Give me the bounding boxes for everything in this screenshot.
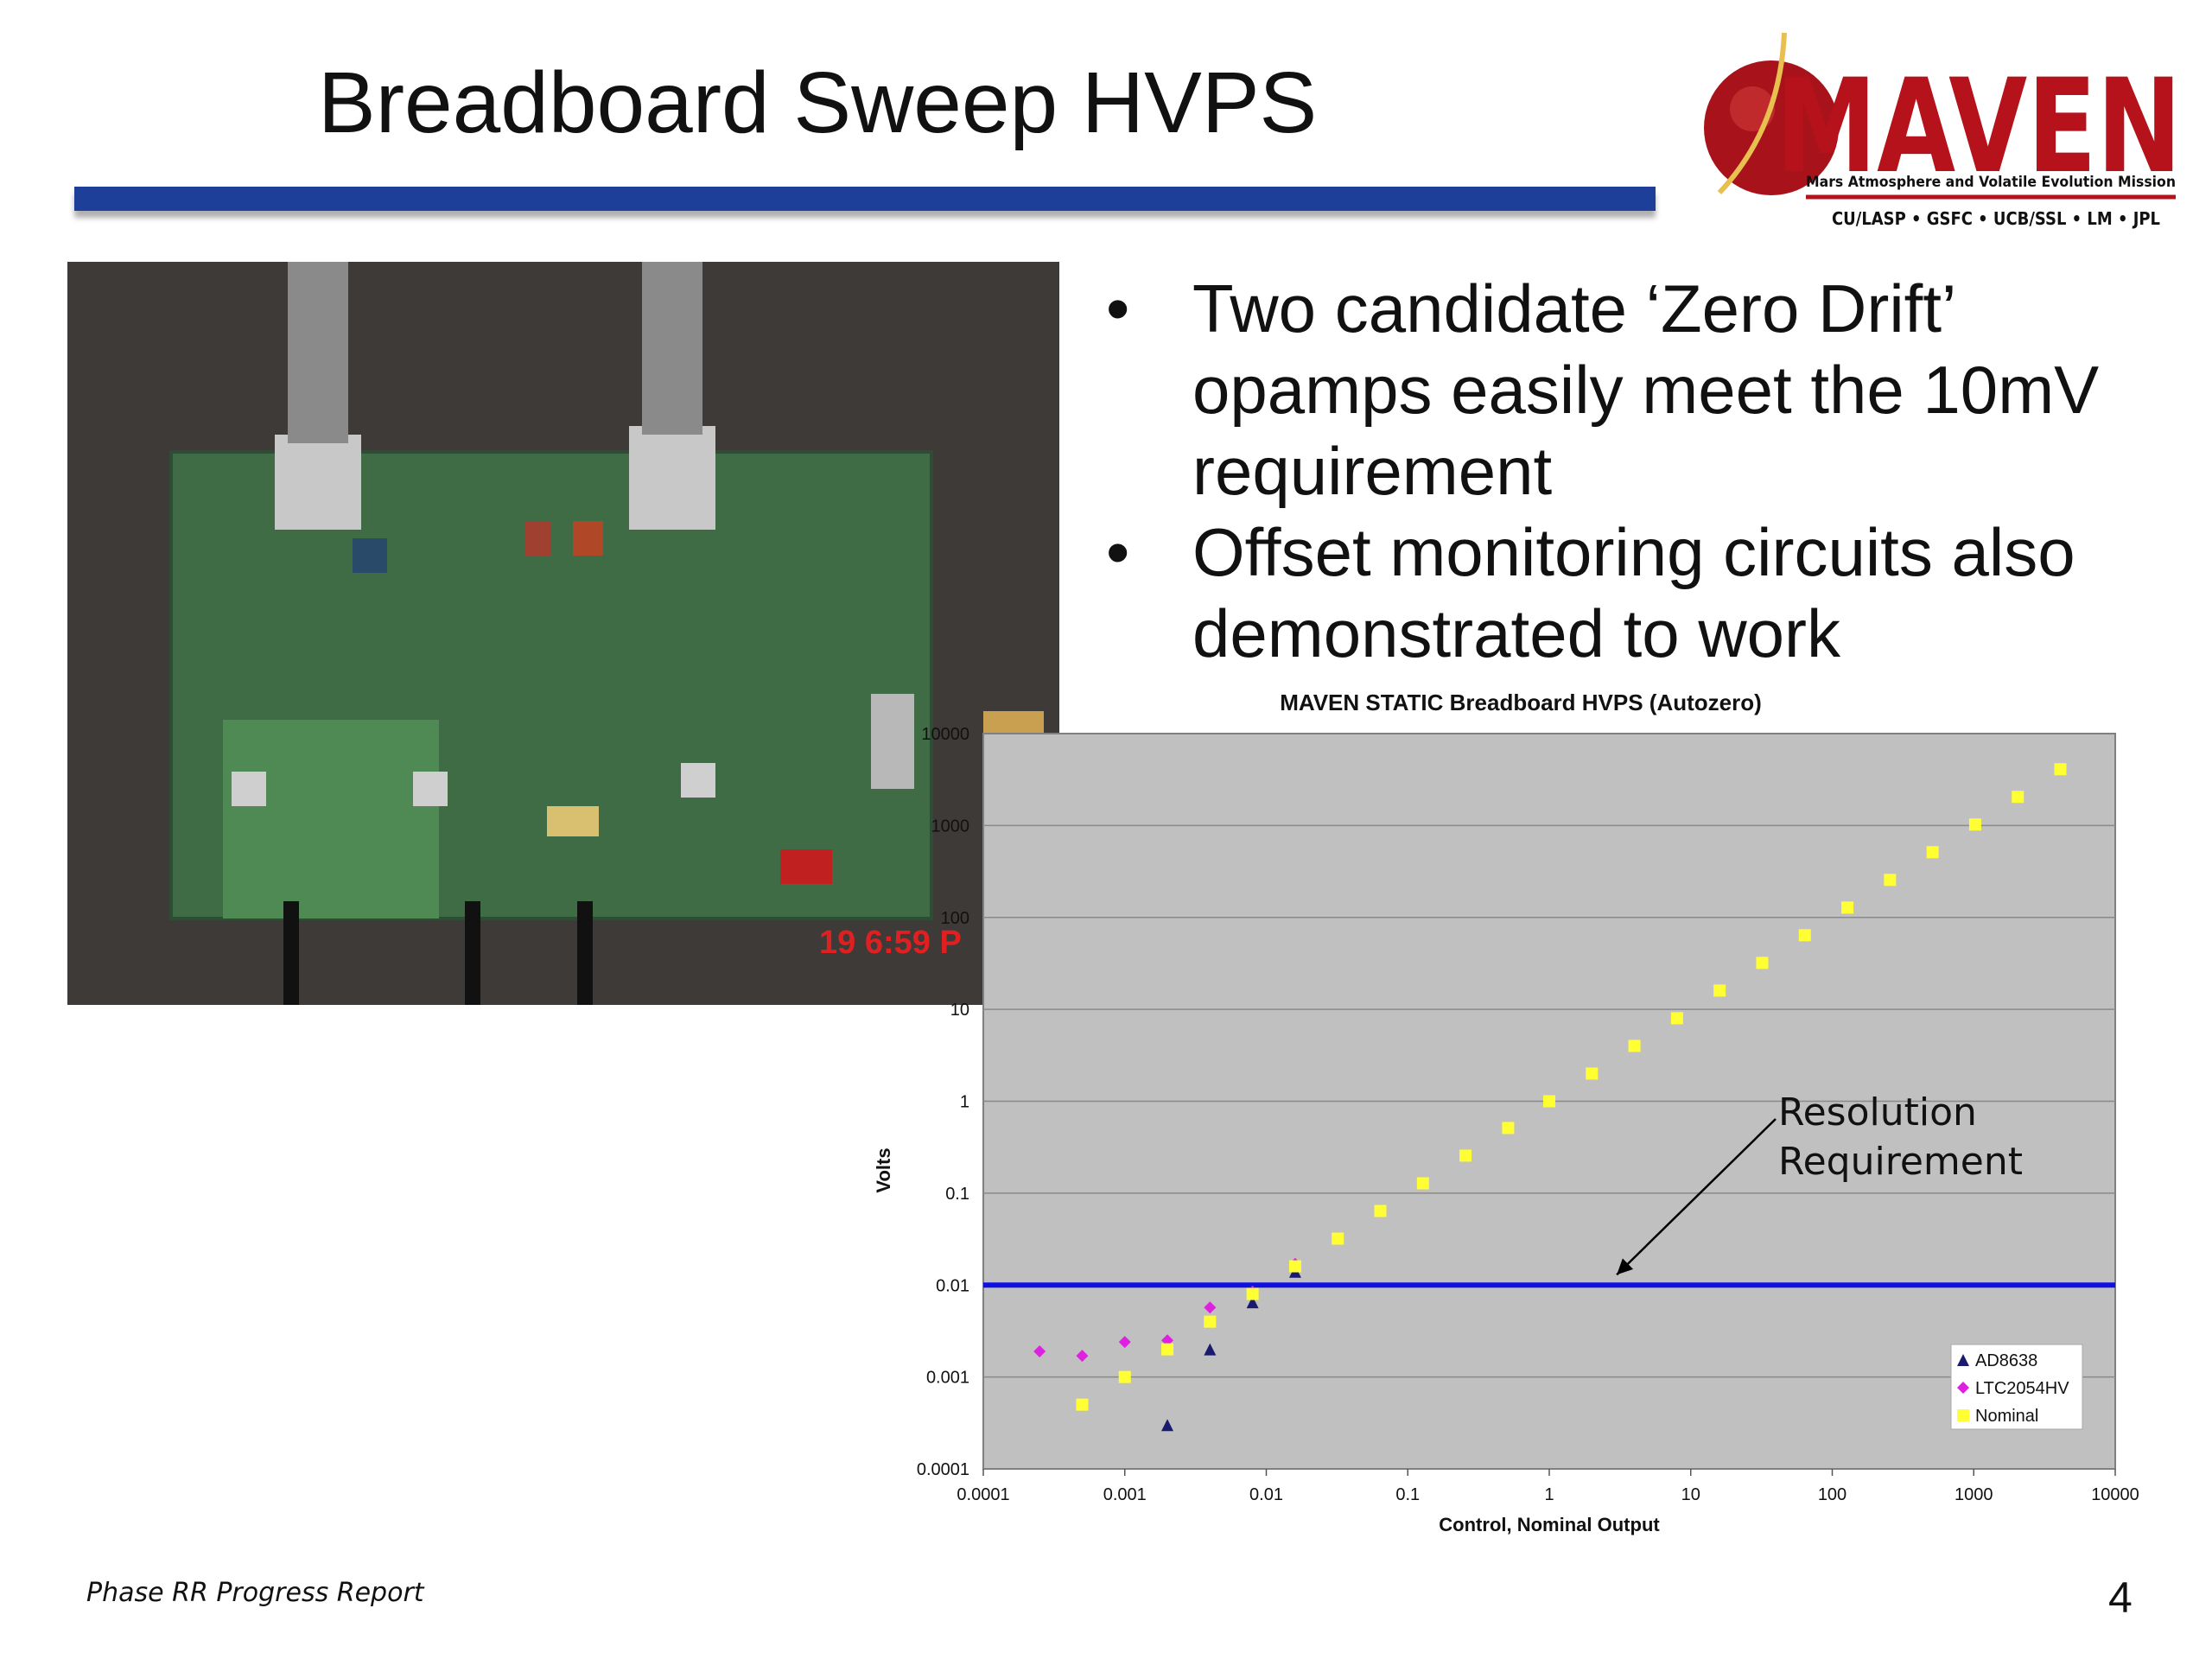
chart-title: MAVEN STATIC Breadboard HVPS (Autozero) xyxy=(1280,690,1762,715)
data-point-nominal xyxy=(1884,874,1897,887)
bullet-item: • Two candidate ‘Zero Drift’ opamps easi… xyxy=(1106,268,2195,512)
y-tick-label: 1000 xyxy=(931,817,970,836)
logo-name: MAVEN xyxy=(1776,52,2182,202)
y-axis-label: Volts xyxy=(873,1147,894,1192)
bullet-item: • Offset monitoring circuits also demons… xyxy=(1106,512,2195,674)
maven-logo: MAVEN Mars Atmosphere and Volatile Evolu… xyxy=(1704,32,2182,229)
data-point-nominal xyxy=(2054,763,2067,776)
data-point-ad8638 xyxy=(1161,1419,1174,1432)
data-point-nominal xyxy=(1968,818,1981,831)
data-point-nominal xyxy=(1670,1012,1683,1025)
data-point-nominal xyxy=(1204,1315,1217,1328)
data-point-nominal xyxy=(1374,1205,1387,1217)
data-point-nominal xyxy=(1713,984,1726,997)
y-tick-label: 10000 xyxy=(921,725,969,744)
bullet-text-2: Offset monitoring circuits also demonstr… xyxy=(1192,514,2075,671)
data-point-nominal xyxy=(1841,901,1854,914)
legend-label: AD8638 xyxy=(1975,1351,2037,1370)
logo-subtitle: Mars Atmosphere and Volatile Evolution M… xyxy=(1806,174,2176,191)
y-tick-label: 1 xyxy=(960,1093,969,1112)
data-point-ltc2054hv xyxy=(1204,1301,1217,1314)
data-point-nominal xyxy=(1502,1122,1515,1135)
data-point-ltc2054hv xyxy=(1033,1344,1046,1357)
data-point-ltc2054hv xyxy=(1161,1334,1174,1347)
x-tick-label: 0.001 xyxy=(1103,1485,1147,1504)
x-tick-label: 0.01 xyxy=(1249,1485,1283,1504)
data-point-nominal xyxy=(1459,1149,1472,1162)
x-tick-label: 10 xyxy=(1681,1485,1700,1504)
data-point-ltc2054hv xyxy=(1076,1350,1089,1363)
data-point-nominal xyxy=(1288,1260,1301,1273)
page-number: 4 xyxy=(2108,1573,2133,1622)
bullet-dot: • xyxy=(1106,270,1130,346)
legend-label: LTC2054HV xyxy=(1975,1379,2069,1398)
bullet-dot: • xyxy=(1106,514,1130,590)
x-tick-label: 0.1 xyxy=(1395,1485,1420,1504)
bullet-text-1: Two candidate ‘Zero Drift’ opamps easily… xyxy=(1192,270,2100,509)
y-tick-label: 10 xyxy=(950,1001,969,1020)
legend-marker-nominal xyxy=(1957,1409,1969,1421)
annotation-arrow xyxy=(1616,1118,1777,1276)
data-point-nominal xyxy=(1118,1370,1131,1383)
data-point-nominal xyxy=(1416,1177,1429,1190)
slide-title: Breadboard Sweep HVPS xyxy=(318,54,1318,151)
y-tick-label: 0.0001 xyxy=(917,1460,969,1479)
data-point-nominal xyxy=(1543,1095,1555,1108)
annotation-text: Resolution xyxy=(1778,1090,1977,1135)
x-tick-label: 0.0001 xyxy=(957,1485,1009,1504)
y-tick-label: 0.1 xyxy=(945,1185,969,1204)
data-point-ad8638 xyxy=(1246,1296,1259,1309)
data-point-nominal xyxy=(1756,957,1769,969)
y-tick-label: 100 xyxy=(941,909,969,928)
x-tick-label: 1000 xyxy=(1955,1485,1993,1504)
annotation-text: Requirement xyxy=(1778,1140,2023,1184)
x-tick-label: 10000 xyxy=(2091,1485,2139,1504)
data-point-ad8638 xyxy=(1204,1343,1217,1356)
x-tick-label: 100 xyxy=(1818,1485,1847,1504)
photo-timestamp: 19 6:59 P xyxy=(819,925,962,961)
y-tick-label: 0.01 xyxy=(936,1276,969,1295)
legend xyxy=(1950,1344,2083,1430)
y-tick-label: 0.001 xyxy=(926,1369,969,1388)
data-point-nominal xyxy=(1246,1287,1259,1300)
data-point-ltc2054hv xyxy=(1118,1336,1131,1349)
x-tick-label: 1 xyxy=(1544,1485,1554,1504)
x-axis-label: Control, Nominal Output xyxy=(1439,1514,1660,1535)
data-point-nominal xyxy=(2012,791,2024,804)
legend-marker-ad8638 xyxy=(1957,1354,1969,1366)
data-point-nominal xyxy=(1628,1039,1641,1052)
data-point-nominal xyxy=(1076,1398,1089,1411)
breadboard-photo: 19 6:59 P xyxy=(67,262,1059,1005)
footer-text: Phase RR Progress Report xyxy=(86,1578,424,1608)
legend-marker-ltc2054hv xyxy=(1957,1382,1969,1394)
data-point-nominal xyxy=(1798,929,1811,942)
annotation-arrowhead xyxy=(1617,1258,1634,1275)
title-underline-bar xyxy=(74,187,1656,211)
scatter-chart: 0.0001 0.001 0.01 0.1 1 10 100 1000 10000 0.0001 0… xyxy=(873,725,2139,1535)
bullet-list: • Two candidate ‘Zero Drift’ opamps easi… xyxy=(1106,268,2195,674)
legend-label: Nominal xyxy=(1975,1407,2038,1426)
data-point-nominal xyxy=(1161,1343,1174,1356)
data-point-nominal xyxy=(1926,846,1939,859)
data-point-nominal xyxy=(1332,1232,1344,1245)
logo-partners: CU/LASP • GSFC • UCB/SSL • LM • JPL xyxy=(1832,208,2160,229)
data-point-nominal xyxy=(1586,1067,1599,1080)
